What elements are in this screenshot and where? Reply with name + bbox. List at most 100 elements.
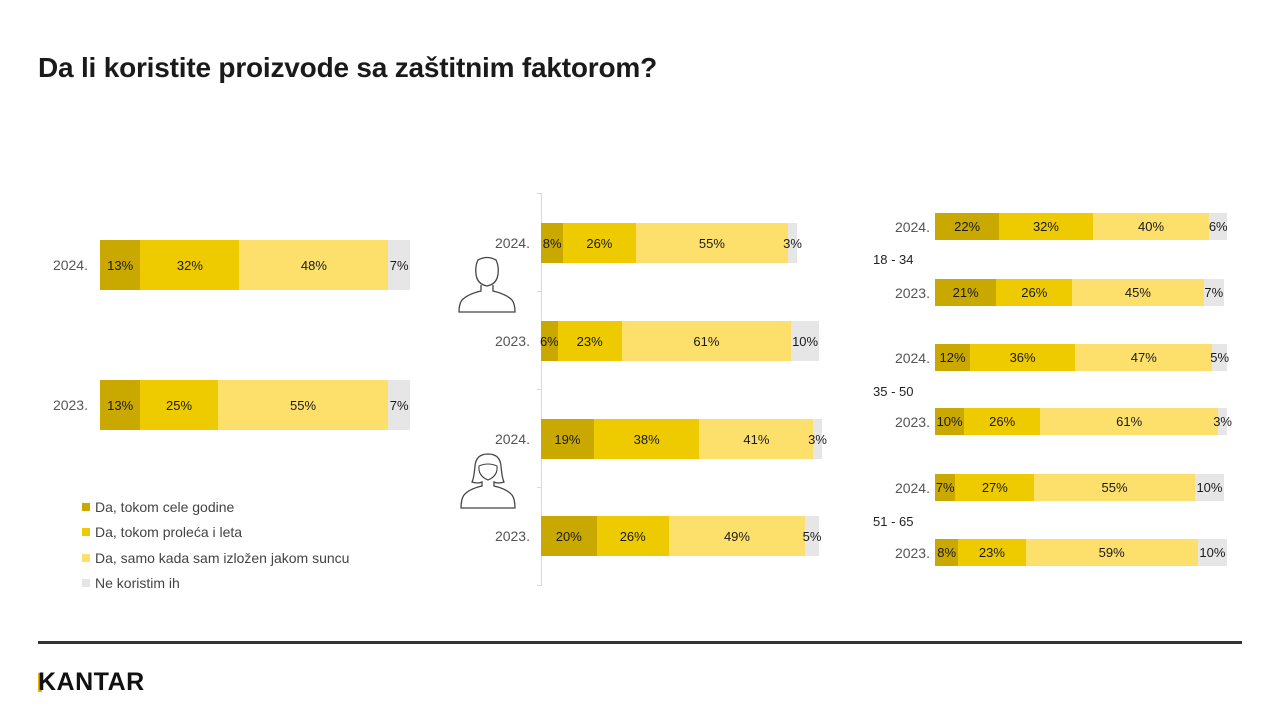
data-label: 22% [954, 219, 981, 234]
bar-segment: 45% [1072, 279, 1204, 306]
axis-tick [537, 291, 542, 292]
legend-item: Ne koristim ih [82, 571, 349, 597]
bar-segment: 10% [1194, 474, 1225, 501]
legend-label: Da, tokom cele godine [95, 498, 235, 515]
bar-segment: 10% [1197, 539, 1227, 566]
bar-segment: 3% [1213, 408, 1232, 435]
bar-segment: 10% [935, 408, 965, 435]
bar-segment: 8% [541, 223, 564, 263]
bar-segment: 23% [958, 539, 1026, 566]
bar-segment: 7% [388, 380, 410, 430]
kantar-logo: KANTAR [38, 668, 145, 696]
bar-segment: 13% [100, 240, 141, 290]
bar-segment: 8% [935, 539, 959, 566]
bar-segment: 55% [635, 223, 789, 263]
bar-segment: 27% [955, 474, 1035, 501]
bar-segment: 5% [1210, 344, 1230, 371]
legend-item: Da, tokom proleća i leta [82, 520, 349, 546]
data-label: 23% [978, 545, 1005, 560]
data-label: 7% [935, 480, 955, 495]
bar-segment: 19% [541, 419, 594, 459]
data-label: 8% [937, 545, 957, 560]
stacked-bar: 12% 36% 47% 5% [935, 344, 1230, 371]
data-label: 61% [693, 333, 720, 349]
data-label: 13% [107, 257, 134, 273]
bar-segment: 32% [140, 240, 240, 290]
legend-item: Da, samo kada sam izložen jakom suncu [82, 545, 349, 571]
bar-segment: 26% [964, 408, 1041, 435]
stacked-bar: 10% 26% 61% 3% [935, 408, 1232, 435]
data-label: 32% [1032, 219, 1059, 234]
data-label: 45% [1124, 285, 1151, 300]
axis-tick [537, 585, 542, 586]
bar-segment: 40% [1092, 213, 1210, 240]
stacked-bar: 22% 32% 40% 6% [935, 213, 1228, 240]
data-label: 61% [1116, 414, 1143, 429]
bar-segment: 6% [1208, 213, 1228, 240]
bar-segment: 55% [217, 380, 389, 430]
year-label: 2024. [894, 479, 930, 496]
data-label: 40% [1138, 219, 1165, 234]
bar-segment: 7% [388, 240, 410, 290]
bar-segment: 13% [100, 380, 141, 430]
footer-divider [38, 641, 1242, 644]
bar-segment: 55% [1034, 474, 1195, 501]
bar-segment: 32% [999, 213, 1093, 240]
legend-label: Da, samo kada sam izložen jakom suncu [95, 549, 350, 566]
year-label: 2023. [494, 333, 530, 349]
data-label: 5% [802, 528, 822, 544]
data-label: 26% [619, 528, 646, 544]
bar-segment: 36% [970, 344, 1076, 371]
data-label: 3% [783, 235, 802, 251]
bar-segment: 38% [593, 419, 700, 459]
data-label: 3% [1213, 414, 1232, 429]
bar-segment: 25% [140, 380, 218, 430]
legend-swatch [82, 553, 90, 562]
year-label: 2023. [894, 413, 930, 430]
data-label: 47% [1130, 350, 1157, 365]
year-label: 2023. [494, 528, 530, 544]
legend-swatch [82, 528, 90, 537]
bar-segment: 7% [935, 474, 956, 501]
data-label: 6% [539, 333, 559, 349]
bar-segment: 26% [596, 516, 669, 556]
data-label: 19% [554, 431, 581, 447]
data-label: 10% [1196, 480, 1223, 495]
year-label: 2023. [894, 284, 930, 301]
data-label: 10% [936, 414, 963, 429]
axis-tick [537, 389, 542, 390]
data-label: 21% [952, 285, 979, 300]
data-label: 23% [576, 333, 603, 349]
age-group-label: 18 - 34 [873, 252, 914, 267]
legend-label: Ne koristim ih [95, 575, 180, 592]
data-label: 55% [290, 397, 317, 413]
data-label: 5% [1210, 350, 1230, 365]
bar-segment: 5% [802, 516, 822, 556]
bar-segment: 61% [1040, 408, 1219, 435]
data-label: 55% [698, 235, 725, 251]
year-label: 2024. [494, 431, 530, 447]
age-group-label: 51 - 65 [873, 514, 914, 529]
data-label: 12% [939, 350, 966, 365]
bar-segment: 20% [541, 516, 597, 556]
bar-segment: 3% [783, 223, 802, 263]
bar-segment: 10% [791, 321, 819, 361]
year-label: 2024. [494, 235, 530, 251]
data-label: 41% [743, 431, 770, 447]
page-title: Da li koristite proizvode sa zaštitnim f… [38, 52, 657, 83]
bar-segment: 26% [996, 279, 1073, 306]
stacked-bar: 19% 38% 41% 3% [541, 419, 827, 459]
data-label: 26% [989, 414, 1016, 429]
bar-segment: 21% [935, 279, 997, 306]
bar-segment: 3% [808, 419, 827, 459]
year-label: 2023. [52, 397, 88, 413]
data-label: 25% [166, 397, 193, 413]
legend-label: Da, tokom proleća i leta [95, 524, 243, 541]
stacked-bar: 8% 23% 59% 10% [935, 539, 1227, 566]
axis-tick [537, 193, 542, 194]
year-label: 2024. [894, 349, 930, 366]
data-label: 10% [1199, 545, 1226, 560]
stacked-bar: 21% 26% 45% 7% [935, 279, 1225, 306]
data-label: 38% [633, 431, 660, 447]
data-label: 6% [1208, 219, 1228, 234]
